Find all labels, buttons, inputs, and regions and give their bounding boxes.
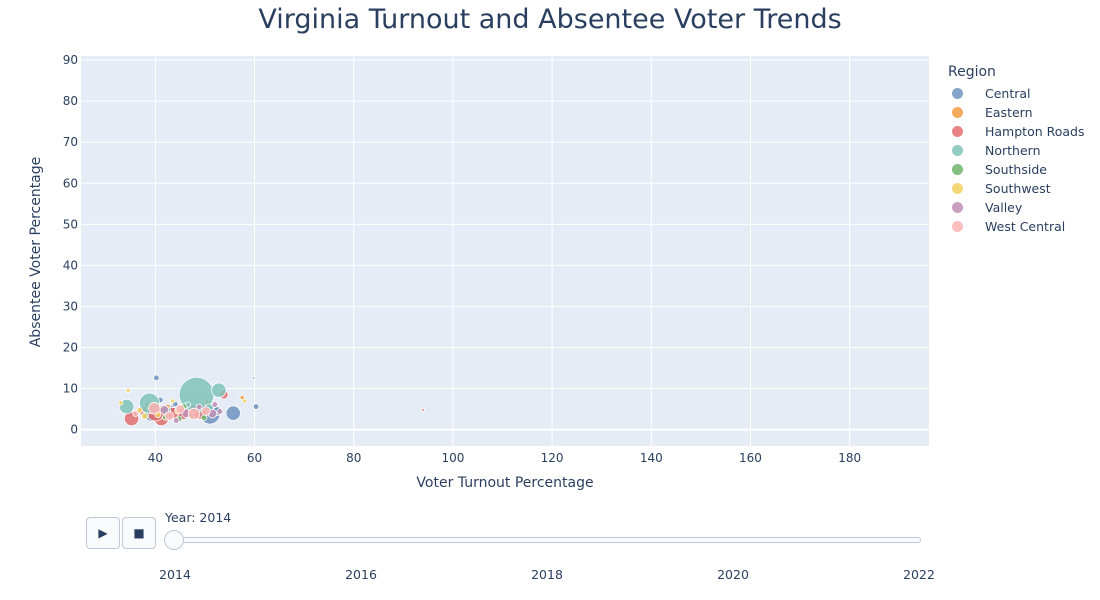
legend-label: Southside bbox=[985, 162, 1047, 177]
legend-label: Southwest bbox=[985, 181, 1051, 196]
play-button[interactable]: ▶ bbox=[86, 517, 120, 549]
legend-label: Hampton Roads bbox=[985, 124, 1085, 139]
data-point-valley[interactable] bbox=[216, 408, 224, 415]
legend-item-central[interactable]: Central bbox=[948, 84, 1085, 103]
legend-item-west-central[interactable]: West Central bbox=[948, 217, 1085, 236]
y-tick-label: 30 bbox=[63, 299, 78, 313]
data-point-west-central[interactable] bbox=[164, 411, 175, 421]
data-point-southwest[interactable] bbox=[170, 398, 176, 404]
legend-item-southside[interactable]: Southside bbox=[948, 160, 1085, 179]
legend: Region Central Eastern Hampton Roads Northe… bbox=[948, 64, 1085, 236]
slider-tick-label: 2016 bbox=[345, 567, 377, 582]
legend-marker-icon bbox=[952, 183, 963, 194]
legend-label: West Central bbox=[985, 219, 1066, 234]
data-point-southwest[interactable] bbox=[125, 388, 131, 394]
data-point-southwest[interactable] bbox=[118, 400, 124, 406]
x-tick-label: 100 bbox=[441, 451, 464, 465]
year-slider-handle[interactable] bbox=[164, 530, 184, 550]
data-point-west-central[interactable] bbox=[201, 406, 211, 416]
data-points[interactable] bbox=[118, 374, 426, 427]
y-tick-label: 20 bbox=[63, 340, 78, 354]
data-point-southwest[interactable] bbox=[141, 413, 148, 420]
data-point-valley[interactable] bbox=[195, 403, 203, 411]
legend-marker-icon bbox=[952, 88, 963, 99]
legend-label: Central bbox=[985, 86, 1031, 101]
y-axis-label: Absentee Voter Percentage bbox=[28, 157, 44, 348]
y-tick-label: 90 bbox=[63, 53, 78, 67]
slider-tick-label: 2020 bbox=[717, 567, 749, 582]
legend-marker-icon bbox=[952, 164, 963, 175]
x-tick-label: 40 bbox=[148, 451, 163, 465]
legend-marker-icon bbox=[952, 202, 963, 213]
slider-current-value: Year: 2014 bbox=[165, 510, 232, 525]
data-point-west-central[interactable] bbox=[132, 410, 139, 417]
legend-marker-icon bbox=[952, 221, 963, 232]
x-tick-label: 160 bbox=[739, 451, 762, 465]
data-point-eastern[interactable] bbox=[239, 394, 245, 401]
data-point-northern[interactable] bbox=[251, 376, 256, 380]
legend-item-hampton-roads[interactable]: Hampton Roads bbox=[948, 122, 1085, 141]
data-point-central[interactable] bbox=[225, 405, 241, 421]
y-tick-labels: 0 10 20 30 40 50 60 70 80 90 bbox=[63, 53, 78, 436]
data-point-valley[interactable] bbox=[211, 401, 219, 408]
x-tick-label: 80 bbox=[346, 451, 361, 465]
data-point-central[interactable] bbox=[153, 374, 160, 382]
data-point-west-central[interactable] bbox=[187, 407, 201, 421]
data-point-central[interactable] bbox=[252, 403, 260, 410]
x-axis-label: Voter Turnout Percentage bbox=[416, 475, 593, 491]
legend-label: Valley bbox=[985, 200, 1023, 215]
y-tick-label: 0 bbox=[70, 423, 78, 437]
y-tick-label: 50 bbox=[63, 217, 78, 231]
grid-lines bbox=[81, 56, 929, 446]
chart-title: Virginia Turnout and Absentee Voter Tren… bbox=[258, 4, 842, 35]
data-point-northern[interactable] bbox=[211, 382, 227, 398]
data-point-southwest[interactable] bbox=[242, 398, 248, 404]
legend-label: Eastern bbox=[985, 105, 1033, 120]
slider-tick-label: 2018 bbox=[531, 567, 563, 582]
legend-marker-icon bbox=[952, 107, 963, 118]
legend-marker-icon bbox=[952, 126, 963, 137]
x-tick-label: 60 bbox=[247, 451, 262, 465]
legend-item-eastern[interactable]: Eastern bbox=[948, 103, 1085, 122]
legend-item-northern[interactable]: Northern bbox=[948, 141, 1085, 160]
y-tick-label: 60 bbox=[63, 176, 78, 190]
year-slider-track[interactable] bbox=[173, 537, 921, 543]
x-tick-label: 180 bbox=[838, 451, 861, 465]
y-tick-label: 70 bbox=[63, 135, 78, 149]
data-point-valley[interactable] bbox=[172, 417, 180, 424]
x-tick-label: 120 bbox=[541, 451, 564, 465]
x-tick-labels: 40 60 80 100 120 140 160 180 bbox=[148, 451, 861, 465]
y-tick-label: 80 bbox=[63, 94, 78, 108]
data-point-west-central[interactable] bbox=[175, 404, 185, 414]
x-tick-label: 140 bbox=[640, 451, 663, 465]
data-point-west-central[interactable] bbox=[148, 402, 161, 415]
legend-item-southwest[interactable]: Southwest bbox=[948, 179, 1085, 198]
legend-title: Region bbox=[948, 64, 996, 80]
legend-item-valley[interactable]: Valley bbox=[948, 198, 1085, 217]
plot-area bbox=[81, 56, 929, 446]
legend-label: Northern bbox=[985, 143, 1041, 158]
data-point-hampton-roads[interactable] bbox=[421, 408, 426, 412]
legend-marker-icon bbox=[952, 145, 963, 156]
stop-button[interactable]: ■ bbox=[122, 517, 156, 549]
slider-tick-label: 2022 bbox=[903, 567, 935, 582]
y-tick-label: 40 bbox=[63, 258, 78, 272]
y-tick-label: 10 bbox=[63, 382, 78, 396]
slider-tick-label: 2014 bbox=[159, 567, 191, 582]
legend-items: Central Eastern Hampton Roads Northern South… bbox=[948, 84, 1085, 236]
